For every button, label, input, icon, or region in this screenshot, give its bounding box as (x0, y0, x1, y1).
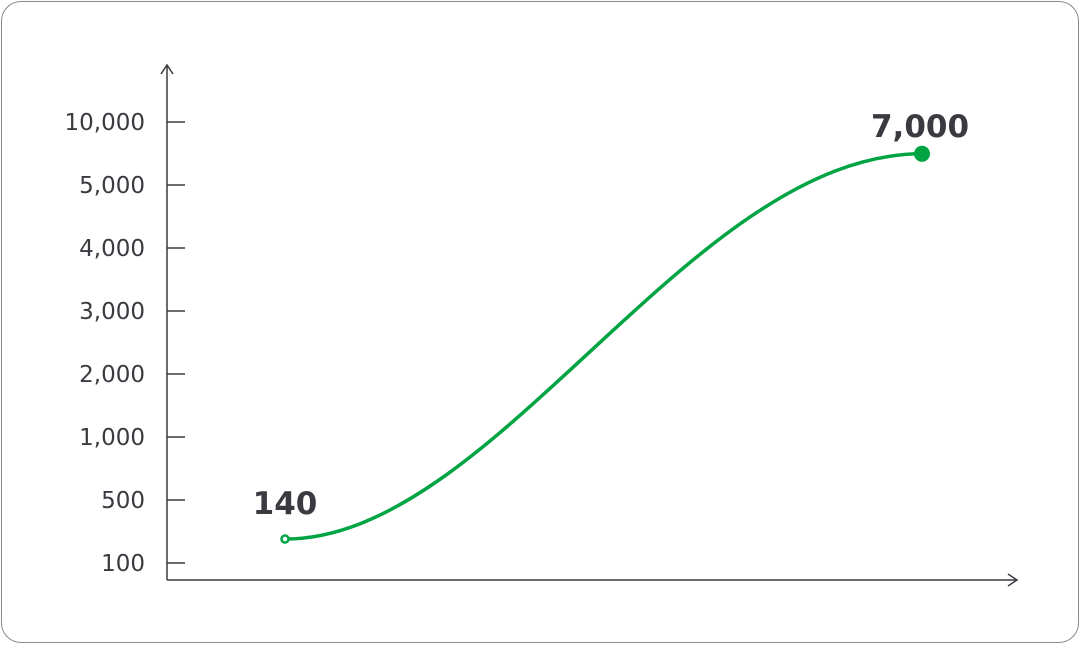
data-label: 140 (253, 486, 318, 522)
end-point (914, 145, 930, 162)
y-tick-label: 5,000 (79, 173, 145, 199)
y-tick-label: 2,000 (79, 362, 145, 388)
y-tick-label: 3,000 (79, 299, 145, 325)
series-line (284, 152, 923, 541)
data-label: 7,000 (871, 109, 969, 145)
x-axis-arrow-icon (1007, 573, 1019, 587)
start-point (280, 534, 290, 544)
y-axis-arrow-icon (160, 63, 174, 75)
y-tick-label: 10,000 (65, 110, 145, 136)
x-axis (167, 573, 1019, 587)
y-tick-label: 100 (101, 551, 145, 577)
y-tick-label: 500 (101, 488, 145, 514)
y-tick-label: 1,000 (79, 425, 145, 451)
y-axis (160, 63, 174, 580)
y-tick-label: 4,000 (79, 236, 145, 262)
